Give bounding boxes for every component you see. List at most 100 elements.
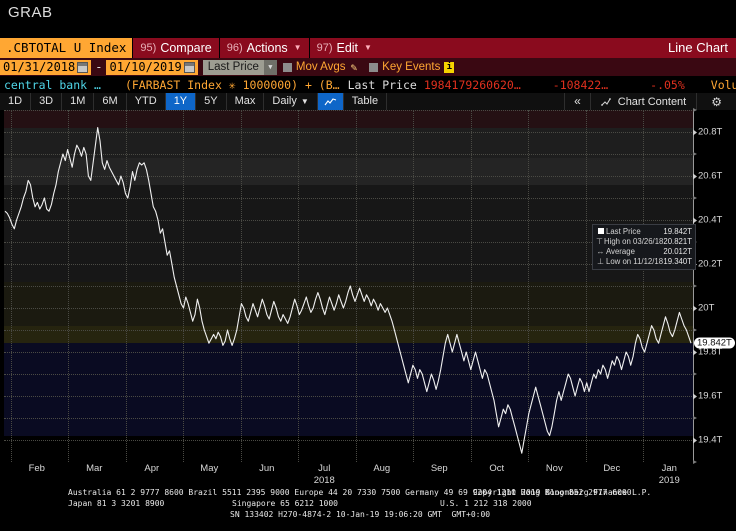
x-axis-tick-label: Mar [86, 463, 103, 474]
date-range-dash: - [95, 60, 103, 74]
legend-label: Average [606, 247, 635, 256]
grid-line-vertical [11, 110, 12, 462]
y-axis-tick-label: 20.4T [698, 214, 723, 226]
grid-line-horizontal [4, 264, 694, 265]
actions-label: Actions [246, 41, 288, 55]
interval-select[interactable]: Daily ▼ [264, 93, 318, 110]
last-price-value: 1984179260620… [423, 77, 521, 92]
volume-label: Volume [710, 77, 736, 92]
start-date-value: 01/31/2018 [3, 59, 76, 74]
chart-band [4, 158, 694, 185]
period-toolbar: 1D 3D 1M 6M YTD 1Y 5Y Max Daily ▼ Table … [0, 93, 736, 110]
chart-plot[interactable] [4, 110, 694, 462]
legend-value: 19.842T [663, 227, 692, 236]
x-axis-tick-label: May [200, 463, 219, 474]
ticker-field[interactable]: .CBTOTAL U Index [0, 38, 133, 58]
parameters-bar: 01/31/2018 - 01/10/2019 Last Price ▼ Mov… [0, 58, 736, 76]
grid-line-horizontal [4, 110, 694, 111]
x-axis-tick-label: Jul 2018 [313, 463, 335, 486]
period-1y[interactable]: 1Y [165, 93, 197, 110]
legend-value: 20.012T [663, 247, 692, 256]
grid-line-horizontal [4, 220, 694, 221]
chart-area: Last Price 19.842T ⊤ High on 03/26/18 20… [0, 110, 736, 462]
source-label[interactable]: central bank … [4, 77, 101, 92]
key-events-checkbox[interactable] [369, 62, 379, 72]
grid-line-vertical [356, 110, 357, 462]
footer-contacts-line1: Australia 61 2 9777 8600 Brazil 5511 239… [68, 488, 632, 497]
menu-bar-spacer [378, 38, 669, 58]
info-icon[interactable]: i [444, 61, 455, 73]
grab-label: GRAB [8, 4, 53, 21]
period-max[interactable]: Max [227, 93, 265, 110]
footer-contacts-japan: Japan 81 3 3201 8900 [68, 499, 165, 508]
calendar-icon[interactable] [77, 61, 89, 73]
grid-line-horizontal [4, 330, 694, 331]
period-3d[interactable]: 3D [31, 93, 63, 110]
line-chart-icon[interactable] [317, 93, 344, 110]
x-axis-tick-label: Feb [28, 463, 45, 474]
period-ytd[interactable]: YTD [127, 93, 166, 110]
legend-value: 19.340T [663, 257, 692, 266]
chevron-down-icon: ▼ [364, 43, 372, 52]
mov-avgs-label: Mov Avgs [295, 61, 346, 73]
chart-band [4, 325, 694, 344]
grid-line-horizontal [4, 132, 694, 133]
calendar-icon[interactable] [183, 61, 195, 73]
formula-expression[interactable]: (FARBAST Index ✳ 1000000) + (B… [124, 77, 340, 92]
y-axis-tick-label: 20.2T [698, 258, 723, 270]
period-1d[interactable]: 1D [0, 93, 32, 110]
chevron-down-icon: ▼ [300, 97, 309, 106]
x-axis-tick-label: Sep [430, 463, 448, 474]
interval-label: Daily [272, 95, 297, 107]
footer-contacts-singapore: Singapore 65 6212 1000 [232, 499, 338, 508]
chart-legend: Last Price 19.842T ⊤ High on 03/26/18 20… [592, 224, 696, 270]
legend-label: High on 03/26/18 [603, 237, 664, 246]
grid-line-vertical [528, 110, 529, 462]
grid-line-horizontal [4, 154, 694, 155]
legend-row: ⊥ Low on 11/12/18 19.340T [596, 257, 692, 267]
gear-icon: ⚙ [711, 94, 722, 109]
x-axis-tick-label: Aug [373, 463, 391, 474]
legend-label: Last Price [606, 227, 641, 236]
edit-button[interactable]: 97) Edit ▼ [308, 38, 379, 58]
end-date-input[interactable]: 01/10/2019 [106, 59, 198, 75]
edit-number: 97) [316, 42, 333, 54]
chart-band [4, 110, 694, 128]
legend-value: 20.821T [663, 237, 692, 246]
grab-header: GRAB [0, 0, 736, 36]
grid-line-vertical [183, 110, 184, 462]
grid-line-horizontal [4, 308, 694, 309]
compare-button[interactable]: 95) Compare [132, 38, 219, 58]
chevron-down-icon[interactable]: ▼ [263, 59, 277, 75]
pencil-icon[interactable]: ✎ [350, 60, 358, 74]
grid-line-vertical [68, 110, 69, 462]
period-5y[interactable]: 5Y [196, 93, 227, 110]
current-price-flag: 19.842T [694, 337, 735, 349]
grid-line-horizontal [4, 440, 694, 441]
toolbar-spacer [387, 93, 566, 110]
footer-contacts-us: U.S. 1 212 318 2000 [440, 499, 532, 508]
y-axis-tick-label: 19.6T [698, 390, 723, 402]
price-field-select[interactable]: Last Price [202, 59, 264, 75]
start-date-input[interactable]: 01/31/2018 [0, 59, 92, 75]
line-chart-glyph [324, 97, 336, 105]
period-1m[interactable]: 1M [62, 93, 95, 110]
grid-line-vertical [298, 110, 299, 462]
actions-button[interactable]: 96) Actions ▼ [218, 38, 309, 58]
chart-content-button[interactable]: Chart Content [591, 93, 698, 110]
grid-line-vertical [126, 110, 127, 462]
mov-avgs-checkbox[interactable] [282, 62, 292, 72]
legend-row: ↔ Average 20.012T [596, 247, 693, 257]
settings-button[interactable]: ⚙ [697, 93, 736, 110]
grid-line-horizontal [4, 286, 694, 287]
grid-line-vertical [241, 110, 242, 462]
period-6m[interactable]: 6M [94, 93, 127, 110]
chevron-down-icon: ▼ [293, 43, 302, 52]
low-marker-icon: ⊥ [597, 257, 604, 266]
table-tab[interactable]: Table [344, 93, 388, 110]
collapse-panel-button[interactable]: « [565, 93, 591, 110]
chart-content-icon [600, 97, 611, 106]
chart-band [4, 343, 694, 436]
x-axis: Feb Mar Apr May Jun Jul 2018 Aug Sep Oct Nov Dec Jan… [0, 463, 736, 489]
